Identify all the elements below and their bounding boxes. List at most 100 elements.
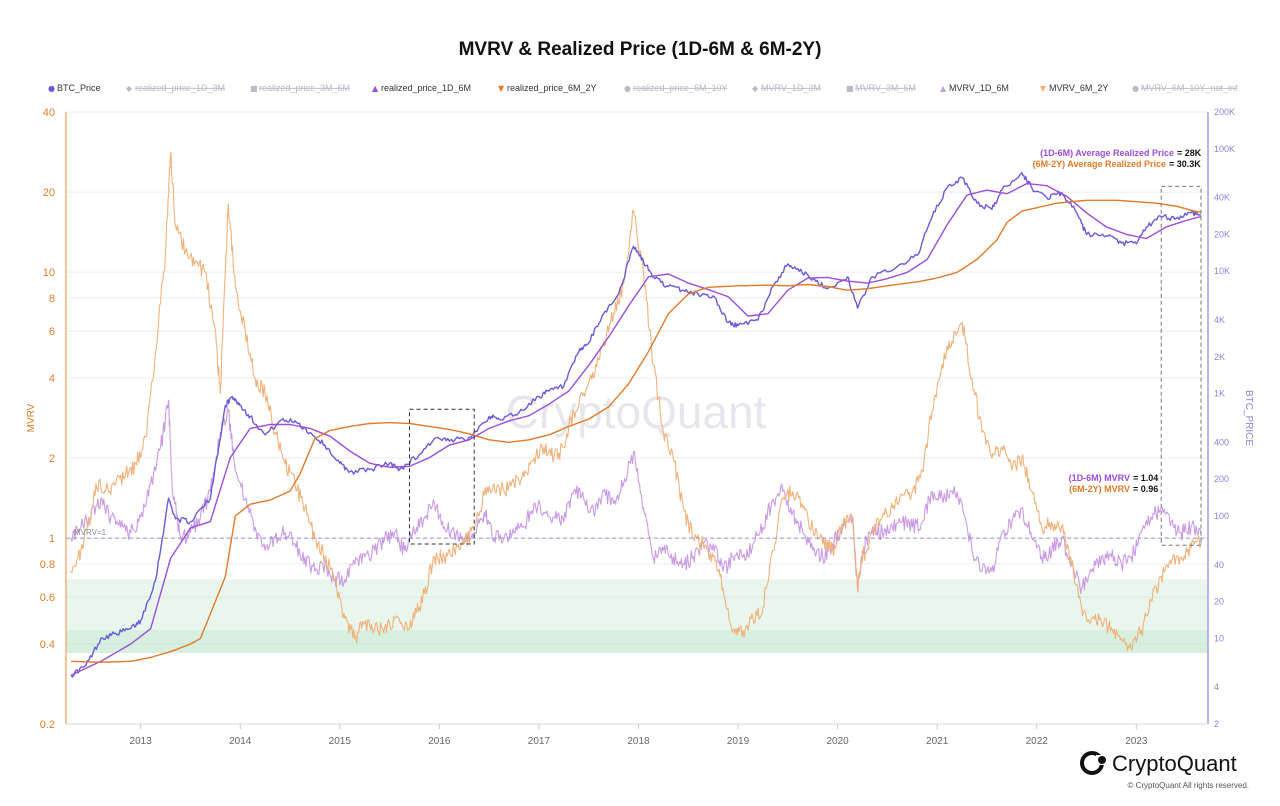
legend-marker-icon: ▲: [940, 84, 947, 93]
x-tick-label: 2014: [229, 736, 252, 747]
legend: ● BTC_Price ◆ realized_price_1D_3M ■ realized…: [48, 83, 1238, 93]
highlight-box-1: [1160, 185, 1202, 546]
y-left-tick-label: 1: [49, 533, 55, 545]
green-zones: [66, 579, 1208, 653]
y-right-tick-label: 40: [1214, 560, 1224, 570]
legend-label: MVRV_1D_6M: [949, 83, 1009, 93]
legend-item-mvrv-6m-2y[interactable]: ▼ MVRV_6M_2Y: [1040, 83, 1108, 93]
legend-label: MVRV_6M_2Y: [1049, 83, 1108, 93]
mvrv-annotation-1d6m: (1D-6M) MVRV = 1.04: [1069, 473, 1159, 483]
legend-marker-icon: ▲: [372, 84, 379, 93]
y-right-tick-label: 100K: [1214, 144, 1235, 154]
highlight-box-0: [408, 408, 475, 545]
legend-label: MVRV_1D_3M: [761, 83, 821, 93]
legend-item-mvrv-3m-6m[interactable]: ■ MVRV_3M_6M: [846, 83, 916, 93]
mvrv-annotation-6m2y-label: (6M-2Y) MVRV: [1069, 484, 1130, 494]
y-left-axis-title: MVRV: [26, 403, 37, 432]
legend-marker-icon: ●: [624, 84, 631, 93]
axes: 0.2 0.4 0.6 0.8 1 2 4 6 8 10 20 40 2 4 10 20 40 100 200 400…: [40, 107, 1235, 747]
legend-marker-icon: ●: [48, 84, 55, 93]
mvrv-annotation-6m2y-value: = 0.96: [1133, 484, 1158, 494]
price-annotation-1d6m: (1D-6M) Average Realized Price = 28K: [1040, 148, 1202, 158]
mvrv-annotation-6m2y: (6M-2Y) MVRV = 0.96: [1069, 484, 1158, 494]
price-annotation-6m2y: (6M-2Y) Average Realized Price = 30.3K: [1033, 159, 1202, 169]
y-left-tick-label: 2: [49, 453, 55, 465]
brand-name: CryptoQuant: [1112, 751, 1237, 776]
legend-label: realized_price_6M_2Y: [507, 83, 597, 93]
legend-marker-icon: ◆: [752, 84, 759, 93]
legend-item-mvrv-1d-3m[interactable]: ◆ MVRV_1D_3M: [752, 83, 821, 93]
y-right-tick-label: 4: [1214, 682, 1219, 692]
y-right-tick-label: 4K: [1214, 315, 1225, 325]
x-tick-label: 2015: [329, 736, 352, 747]
x-tick-label: 2023: [1125, 736, 1148, 747]
y-right-tick-label: 100: [1214, 511, 1229, 521]
y-left-tick-label: 20: [43, 187, 55, 199]
legend-item-realized-price-6m-2y[interactable]: ▼ realized_price_6M_2Y: [498, 83, 597, 93]
legend-item-realized-price-1d-3m[interactable]: ◆ realized_price_1D_3M: [126, 83, 225, 93]
legend-marker-icon: ▼: [1040, 84, 1047, 93]
legend-item-realized-price-3m-6m[interactable]: ■ realized_price_3M_6M: [250, 83, 350, 93]
y-right-tick-label: 200K: [1214, 107, 1235, 117]
y-left-tick-label: 4: [49, 373, 55, 385]
watermark: CryptoQuant: [506, 386, 767, 438]
x-tick-label: 2021: [926, 736, 949, 747]
legend-label: MVRV_6M_10Y_not_inf: [1141, 83, 1238, 93]
series-layer: [70, 152, 1202, 678]
legend-item-btc-price[interactable]: ● BTC_Price: [48, 83, 101, 93]
price-annotation-1d6m-value: = 28K: [1177, 148, 1202, 158]
legend-label: realized_price_1D_3M: [135, 83, 225, 93]
y-right-tick-label: 2K: [1214, 352, 1225, 362]
chart-title: MVRV & Realized Price (1D-6M & 6M-2Y): [459, 39, 822, 60]
mvrv-one-label: MVRV=1: [74, 528, 107, 537]
x-tick-label: 2020: [826, 736, 849, 747]
series-line-BTC_Price: [70, 171, 1202, 678]
legend-label: realized_price_3M_6M: [259, 83, 350, 93]
y-right-tick-label: 400: [1214, 437, 1229, 447]
y-left-tick-label: 0.2: [40, 719, 55, 731]
legend-label: realized_price_6M_10Y: [633, 83, 728, 93]
legend-item-realized-price-6m-10y[interactable]: ● realized_price_6M_10Y: [624, 83, 728, 93]
price-annotation-6m2y-value: = 30.3K: [1169, 159, 1201, 169]
legend-label: BTC_Price: [57, 83, 101, 93]
y-right-tick-label: 20: [1214, 597, 1224, 607]
y-left-tick-label: 8: [49, 293, 55, 305]
y-left-tick-label: 6: [49, 326, 55, 338]
x-tick-label: 2019: [727, 736, 750, 747]
green-zone-1: [66, 630, 1208, 653]
legend-label: realized_price_1D_6M: [381, 83, 471, 93]
legend-label: MVRV_3M_6M: [855, 83, 916, 93]
brand-logo: CryptoQuant: [1080, 751, 1237, 776]
series-line-MVRV_1D_6M: [70, 399, 1202, 595]
y-right-tick-label: 2: [1214, 719, 1219, 729]
y-left-tick-label: 10: [43, 267, 55, 279]
y-right-tick-label: 20K: [1214, 229, 1230, 239]
legend-marker-icon: ■: [846, 84, 854, 93]
y-right-tick-label: 10: [1214, 633, 1224, 643]
y-left-tick-label: 0.8: [40, 559, 55, 571]
legend-item-mvrv-1d-6m[interactable]: ▲ MVRV_1D_6M: [940, 83, 1009, 93]
y-right-tick-label: 1K: [1214, 389, 1225, 399]
x-tick-label: 2018: [627, 736, 650, 747]
copyright: © CryptoQuant All rights reserved.: [1128, 781, 1250, 790]
y-left-tick-label: 0.4: [40, 639, 55, 651]
y-left-tick-label: 0.6: [40, 592, 55, 604]
mvrv-annotation-1d6m-value: = 1.04: [1133, 473, 1158, 483]
highlight-boxes: [408, 185, 1202, 546]
legend-marker-icon: ●: [1132, 84, 1139, 93]
legend-item-mvrv-6m-10y-not-inf[interactable]: ● MVRV_6M_10Y_not_inf: [1132, 83, 1238, 93]
legend-marker-icon: ▼: [498, 84, 505, 93]
y-right-tick-label: 10K: [1214, 266, 1230, 276]
cryptoquant-logo-icon: [1080, 751, 1108, 775]
price-annotation-6m2y-label: (6M-2Y) Average Realized Price: [1033, 159, 1166, 169]
legend-item-realized-price-1d-6m[interactable]: ▲ realized_price_1D_6M: [372, 83, 471, 93]
x-tick-label: 2016: [428, 736, 451, 747]
legend-marker-icon: ■: [250, 84, 258, 93]
legend-marker-icon: ◆: [126, 84, 133, 93]
x-tick-label: 2022: [1026, 736, 1049, 747]
x-tick-label: 2017: [528, 736, 551, 747]
price-annotation-1d6m-label: (1D-6M) Average Realized Price: [1040, 148, 1174, 158]
y-right-tick-label: 40K: [1214, 193, 1230, 203]
green-zone-0: [66, 579, 1208, 653]
